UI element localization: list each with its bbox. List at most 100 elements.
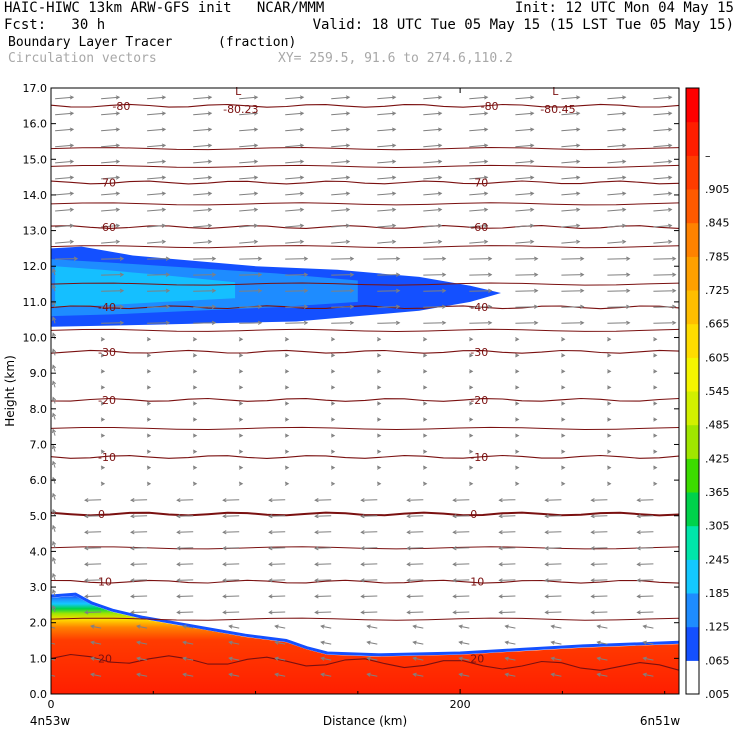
vector-shaft (361, 563, 378, 565)
vector-shaft (91, 641, 102, 645)
vector-shaft (561, 128, 580, 132)
vector-head (207, 239, 213, 244)
vector-head (314, 610, 319, 615)
vector-head (504, 624, 509, 629)
vector-head (52, 589, 57, 594)
circulation-vector (238, 449, 244, 454)
circulation-vector (314, 610, 332, 615)
y-tick-label: 14.0 (23, 189, 48, 202)
vector-head (100, 465, 106, 470)
contour-label: -10 (470, 451, 488, 464)
vector-head (192, 417, 198, 422)
vector-head (146, 337, 152, 342)
vector-head (561, 385, 566, 390)
circulation-vector (331, 272, 355, 277)
vector-shaft (607, 176, 626, 180)
vector-head (504, 640, 509, 645)
vector-head (515, 401, 520, 406)
minimum-letter: L (552, 85, 559, 98)
vector-head (253, 175, 259, 180)
circulation-vector (406, 514, 424, 519)
circulation-vector (238, 353, 244, 358)
vector-head (621, 175, 627, 180)
vector-head (182, 672, 187, 677)
circulation-vector (193, 223, 213, 228)
vector-shaft (561, 192, 580, 196)
vector-shaft (423, 128, 442, 132)
vector-head (544, 578, 549, 583)
circulation-vector (469, 272, 493, 277)
vector-head (303, 256, 309, 261)
circulation-vector (285, 223, 305, 228)
vector-shaft (239, 274, 262, 276)
circulation-vector (314, 594, 332, 599)
vector-head (437, 223, 443, 228)
circulation-vector (607, 207, 627, 212)
vector-head (642, 656, 647, 661)
vector-shaft (591, 499, 608, 501)
vector-head (561, 417, 566, 422)
circulation-vector (238, 401, 244, 406)
circulation-vector (607, 143, 627, 148)
vector-head (561, 401, 566, 406)
vector-head (253, 207, 259, 212)
circulation-vector (55, 223, 75, 228)
circulation-vector (636, 578, 654, 583)
vector-head (222, 594, 227, 599)
vector-shaft (607, 144, 626, 148)
circulation-vector (51, 674, 56, 677)
vector-shaft (515, 160, 534, 164)
vector-head (146, 401, 152, 406)
colorbar-label: .665 (705, 318, 730, 331)
vector-shaft (101, 160, 120, 164)
circulation-vector (239, 159, 259, 164)
vector-shaft (193, 96, 212, 100)
vector-head (345, 207, 351, 212)
vector-head (161, 191, 167, 196)
vector-shaft (101, 290, 124, 292)
circulation-vector (469, 353, 474, 358)
vector-shaft (101, 209, 120, 212)
circulation-vector (561, 239, 581, 244)
circulation-vector (182, 640, 194, 645)
circulation-vector (193, 95, 213, 100)
circulation-vector (515, 353, 520, 358)
vector-head (52, 284, 57, 289)
vector-head (575, 207, 581, 212)
vector-head (483, 127, 489, 132)
circulation-vector (607, 320, 631, 325)
vector-head (412, 672, 417, 677)
vector-shaft (85, 515, 102, 517)
vector-shaft (55, 258, 78, 260)
vector-shaft (423, 96, 442, 100)
vector-head (45, 641, 48, 644)
circulation-vector (101, 175, 121, 180)
vector-head (529, 191, 535, 196)
vector-head (667, 207, 673, 212)
vector-head (320, 656, 325, 661)
circulation-vector (544, 546, 562, 551)
circulation-vector (176, 514, 194, 519)
circulation-vector (314, 562, 332, 567)
vector-head (192, 401, 198, 406)
vector-head (146, 465, 152, 470)
vector-head (345, 159, 351, 164)
vector-shaft (453, 531, 470, 533)
vector-shaft (377, 306, 400, 308)
circulation-vector (366, 624, 378, 629)
vector-shaft (597, 641, 608, 645)
circulation-vector (607, 239, 627, 244)
circulation-vector (55, 175, 75, 180)
circulation-vector (469, 223, 489, 228)
vector-shaft (597, 657, 608, 661)
vector-shaft (239, 322, 262, 324)
circulation-vector (320, 624, 332, 629)
vector-head (257, 256, 263, 261)
vector-shaft (637, 611, 654, 613)
vector-head (115, 207, 121, 212)
circulation-vector (284, 385, 290, 390)
vector-head (437, 191, 443, 196)
vector-shaft (413, 657, 424, 661)
vector-head (100, 401, 106, 406)
vector-head (146, 353, 152, 358)
